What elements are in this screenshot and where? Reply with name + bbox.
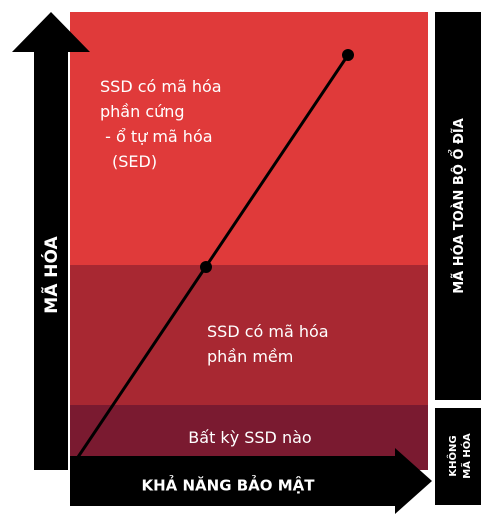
trend-line: [70, 54, 350, 467]
zone-text: phần cứng: [100, 102, 185, 121]
side-none: [435, 408, 481, 505]
zone-text: (SED): [112, 152, 157, 171]
side-label: MÃ HÓA: [460, 433, 473, 479]
side-full-disk: [435, 12, 481, 400]
zone-text: SSD có mã hóa: [207, 322, 329, 341]
zone-text: SSD có mã hóa: [100, 77, 222, 96]
side-label: KHÔNG: [446, 435, 459, 476]
y-arrow: [12, 12, 90, 470]
point: [342, 49, 354, 61]
x-arrow: [70, 448, 432, 514]
zone-text: Bất kỳ SSD nào: [188, 428, 311, 447]
zone-hardware: [70, 12, 428, 265]
side-label: MÃ HÓA TOÀN BỘ Ổ ĐĨA: [449, 118, 467, 294]
zone-text: phần mềm: [207, 347, 293, 366]
point: [200, 261, 212, 273]
y-axis-label: MÃ HÓA: [39, 235, 62, 313]
x-axis-label: KHẢ NĂNG BẢO MẬT: [141, 474, 315, 495]
zone-text: - ổ tự mã hóa: [100, 127, 213, 146]
